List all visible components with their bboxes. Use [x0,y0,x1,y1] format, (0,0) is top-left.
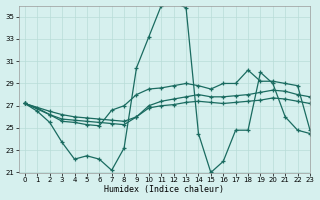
X-axis label: Humidex (Indice chaleur): Humidex (Indice chaleur) [104,185,224,194]
